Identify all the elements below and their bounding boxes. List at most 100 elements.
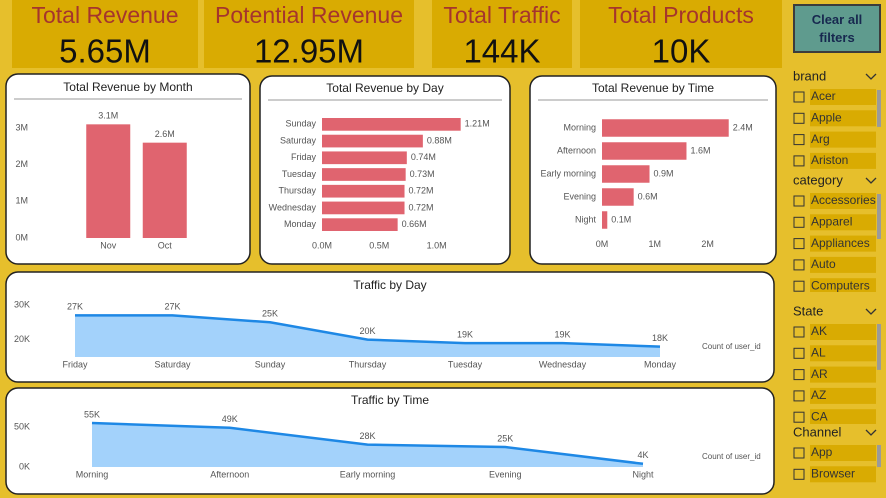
y-tick-label: Morning	[563, 122, 596, 132]
y-tick-label: Sunday	[285, 119, 316, 129]
checkbox[interactable]	[793, 280, 805, 292]
x-tick-label: 2M	[701, 239, 714, 249]
slicer-title: Channel	[793, 424, 842, 439]
x-tick-label: Afternoon	[210, 469, 249, 479]
kpi-card	[204, 0, 414, 68]
checkbox[interactable]	[793, 91, 805, 103]
bar	[142, 142, 187, 238]
y-tick-label: Friday	[291, 152, 317, 162]
bar	[322, 151, 407, 165]
slicer-title: brand	[793, 68, 826, 83]
y-tick-label: 50K	[14, 421, 30, 431]
kpi-value: 5.65M	[59, 33, 151, 70]
checkbox[interactable]	[793, 195, 805, 207]
slicer-chevron	[865, 73, 877, 80]
checkbox[interactable]	[793, 411, 805, 423]
slicer-item[interactable]: AL	[811, 345, 826, 359]
slicer-chevron	[865, 429, 877, 436]
checkbox[interactable]	[793, 390, 805, 402]
slicer-item[interactable]: AR	[811, 367, 828, 381]
kpi-value: 12.95M	[254, 33, 364, 70]
kpi-card	[580, 0, 782, 68]
slicer-item-bg	[810, 324, 876, 340]
value-label: 25K	[262, 309, 278, 319]
value-label: 3.1M	[98, 111, 118, 121]
y-tick-label: Wednesday	[269, 202, 317, 212]
slicer-list: Accessories Apparel Appliances Auto Computer…	[793, 193, 881, 292]
checkbox[interactable]	[793, 238, 805, 250]
chart-title: Traffic by Time	[351, 393, 429, 407]
x-tick-label: Tuesday	[448, 359, 483, 369]
y-tick-label: Monday	[284, 219, 317, 229]
slicer-list: Acer Apple Arg Ariston	[793, 89, 881, 169]
slicer-item[interactable]: Appliances	[811, 236, 870, 250]
checkbox[interactable]	[793, 326, 805, 338]
slicer-item[interactable]: Accessories	[811, 193, 876, 207]
slicer-item-bg	[810, 345, 876, 362]
checkbox[interactable]	[793, 447, 805, 459]
value-label: 2.6M	[155, 129, 175, 139]
x-tick-label: Evening	[489, 469, 522, 479]
x-tick-label: 1.0M	[427, 240, 447, 250]
value-label: 0.73M	[410, 169, 435, 179]
y-tick-label: 3M	[15, 122, 28, 132]
kpi-value: 10K	[652, 33, 711, 70]
slicer-item[interactable]: Ariston	[811, 153, 848, 167]
slicer-item[interactable]: Auto	[811, 257, 836, 271]
kpi-title: Total Products	[608, 2, 754, 28]
checkbox[interactable]	[793, 369, 805, 381]
slicer-item[interactable]: AK	[811, 324, 827, 338]
slicer-item-bg	[810, 387, 876, 404]
scrollbar	[877, 194, 881, 239]
x-tick-label: Friday	[62, 359, 88, 369]
slicer-item[interactable]: App	[811, 445, 833, 459]
x-tick-label: 0.5M	[369, 240, 389, 250]
slicer-chevron	[865, 177, 877, 184]
value-label: 19K	[554, 329, 570, 339]
value-label: 0.66M	[402, 219, 427, 229]
checkbox[interactable]	[793, 216, 805, 228]
slicer-item[interactable]: Browser	[811, 466, 855, 480]
checkbox[interactable]	[793, 134, 805, 146]
slicer-item-bg	[810, 366, 876, 383]
checkbox[interactable]	[793, 347, 805, 359]
slicer-item[interactable]: Computers	[811, 278, 870, 292]
kpi-title: Total Traffic	[443, 2, 560, 28]
slicer-item[interactable]: Acer	[811, 89, 836, 103]
slicer-item[interactable]: Apparel	[811, 214, 852, 228]
scrollbar	[877, 445, 881, 468]
y-tick-label: 1M	[15, 196, 28, 206]
value-label: 19K	[457, 329, 473, 339]
y-tick-label: Early morning	[540, 168, 596, 178]
bar	[602, 211, 608, 229]
checkbox[interactable]	[793, 112, 805, 124]
y-tick-label: Thursday	[278, 186, 316, 196]
slicer-item[interactable]: CA	[811, 409, 828, 423]
slicer-item-bg	[810, 131, 876, 148]
checkbox[interactable]	[793, 468, 805, 480]
value-label: 20K	[359, 326, 375, 336]
bar	[602, 165, 650, 183]
x-tick-label: Thursday	[349, 359, 387, 369]
slicer-item-bg	[810, 193, 876, 209]
slicer-item[interactable]: AZ	[811, 388, 826, 402]
checkbox[interactable]	[793, 259, 805, 271]
bar	[602, 119, 729, 137]
slicer-item-bg	[810, 278, 876, 292]
kpi-title: Potential Revenue	[215, 2, 403, 28]
value-label: 4K	[637, 450, 648, 460]
slicer-item[interactable]: Apple	[811, 110, 842, 124]
value-label: 28K	[359, 431, 375, 441]
x-tick-label: Early morning	[340, 469, 396, 479]
y-tick-label: 30K	[14, 299, 30, 309]
slicer-chevron	[865, 308, 877, 315]
slicer-item[interactable]: Arg	[811, 132, 830, 146]
value-label: 0.72M	[409, 186, 434, 196]
clear-filters-button[interactable]: Clear all filters	[793, 4, 881, 53]
bar	[322, 134, 423, 148]
y-tick-label: 2M	[15, 159, 28, 169]
checkbox[interactable]	[793, 155, 805, 167]
y-tick-label: Afternoon	[557, 145, 596, 155]
slicer-item-bg	[810, 214, 876, 231]
